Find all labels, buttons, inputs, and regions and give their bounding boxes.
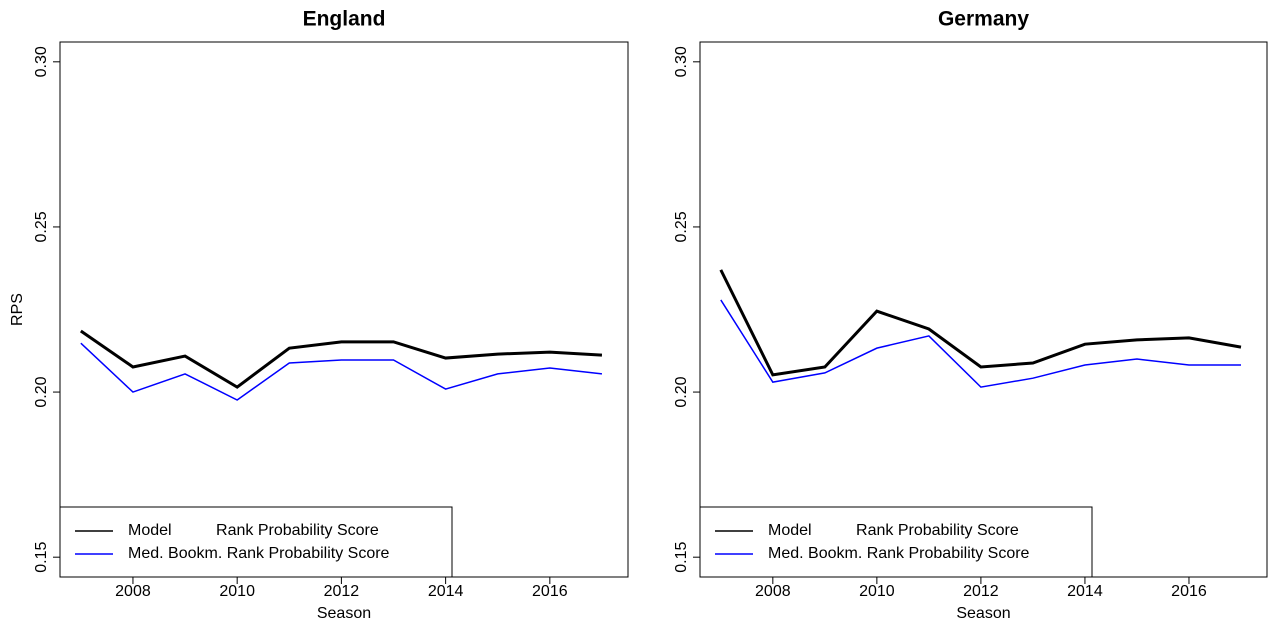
y-tick-label: 0.15 <box>33 542 50 573</box>
legend-label: Model Rank Probability Score <box>768 522 1019 539</box>
x-tick-label: 2010 <box>859 583 895 600</box>
y-tick-label: 0.15 <box>673 542 690 573</box>
x-axis-label: Season <box>956 605 1010 622</box>
legend-box <box>699 506 1093 578</box>
y-tick-label: 0.30 <box>33 46 50 77</box>
x-tick-label: 2008 <box>115 583 151 600</box>
plot-frame <box>699 41 1268 578</box>
chart-panel: Germany Season 0.15 0.20 0.25 0.30 2008 2010 201… <box>673 8 1268 622</box>
series-line <box>720 299 1241 388</box>
legend-label: Model Rank Probability Score <box>128 522 379 539</box>
legend-box <box>59 506 453 578</box>
y-axis-label: RPS <box>9 293 26 326</box>
series-line <box>80 342 603 401</box>
x-tick-label: 2014 <box>1067 583 1103 600</box>
chart-title: Germany <box>938 8 1029 31</box>
legend-label: Med. Bookm. Rank Probability Score <box>128 545 390 562</box>
chart-panel: England Season RPS 0.15 0.20 0.25 0.30 2008 2010… <box>9 8 629 622</box>
chart-title: England <box>303 8 386 31</box>
y-tick-label: 0.30 <box>673 46 690 77</box>
legend-label: Med. Bookm. Rank Probability Score <box>768 545 1030 562</box>
x-axis-label: Season <box>317 605 371 622</box>
x-tick-label: 2008 <box>755 583 791 600</box>
y-tick-label: 0.20 <box>673 376 690 407</box>
x-tick-label: 2010 <box>219 583 255 600</box>
x-tick-label: 2012 <box>963 583 999 600</box>
x-tick-label: 2014 <box>428 583 464 600</box>
plot-frame <box>59 41 629 578</box>
x-tick-label: 2016 <box>1171 583 1207 600</box>
y-tick-label: 0.25 <box>673 211 690 242</box>
x-tick-label: 2012 <box>324 583 360 600</box>
y-tick-label: 0.20 <box>33 376 50 407</box>
y-tick-label: 0.25 <box>33 211 50 242</box>
series-line <box>79 329 603 389</box>
series-line <box>719 269 1242 377</box>
x-tick-label: 2016 <box>532 583 568 600</box>
